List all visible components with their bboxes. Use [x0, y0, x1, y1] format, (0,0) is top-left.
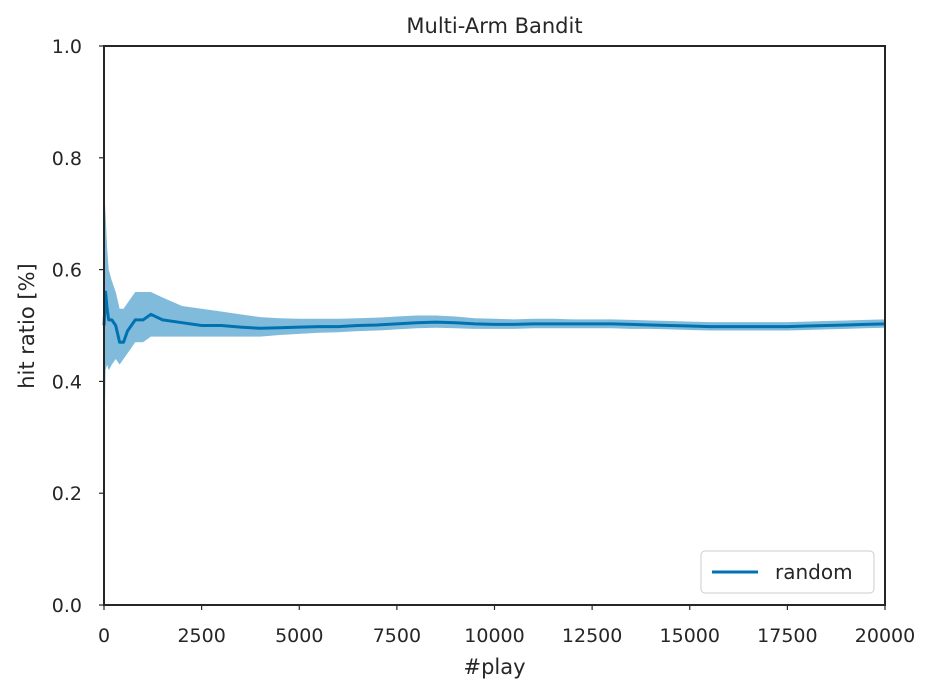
- x-tick-label: 2500: [177, 625, 225, 647]
- x-tick-label: 5000: [275, 625, 323, 647]
- legend: random: [700, 550, 875, 594]
- x-tick-label: 0: [98, 625, 110, 647]
- y-tick-label: 0.0: [52, 595, 82, 617]
- y-tick-label: 0.4: [52, 371, 82, 393]
- x-tick-label: 12500: [562, 625, 622, 647]
- x-axis-title: #play: [463, 655, 525, 679]
- y-tick-label: 0.6: [52, 260, 82, 282]
- legend-box: [700, 550, 875, 594]
- series-line-random: [102, 290, 886, 344]
- x-tick-layer: 0 2500 5000 7500 10000 12500 15000 17500 20000: [98, 605, 915, 647]
- y-tick-layer: 0.0 0.2 0.4 0.6 0.8 1.0: [52, 36, 104, 617]
- x-tick-label: 10000: [464, 625, 524, 647]
- y-tick-label: 0.8: [52, 148, 82, 170]
- x-tick-label: 20000: [855, 625, 915, 647]
- series-line-layer: [102, 290, 886, 344]
- y-tick-label: 0.2: [52, 483, 82, 505]
- x-tick-label: 17500: [757, 625, 817, 647]
- x-tick-label: 15000: [660, 625, 720, 647]
- legend-label-random: random: [775, 560, 853, 584]
- x-tick-label: 7500: [373, 625, 421, 647]
- chart-title: Multi-Arm Bandit: [406, 14, 582, 38]
- y-axis-title: hit ratio [%]: [15, 263, 39, 389]
- y-tick-label: 1.0: [52, 36, 82, 58]
